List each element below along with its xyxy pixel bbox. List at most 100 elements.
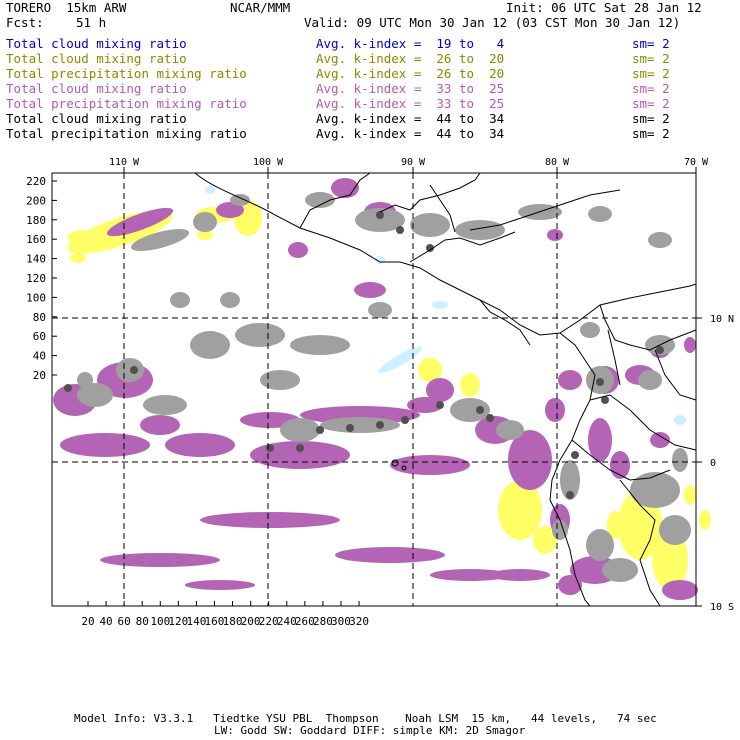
organization: NCAR/MMM	[230, 0, 291, 15]
x-tick-label: 80	[136, 615, 149, 628]
cloud-region-yellow	[197, 230, 213, 240]
x-tick-label: 120	[168, 615, 188, 628]
x-tick-label: 200	[241, 615, 261, 628]
cloud-region-lightblue	[432, 301, 448, 309]
cloud-region-purple	[200, 512, 340, 528]
cloud-region-purple	[216, 202, 244, 218]
cloud-region-purple	[558, 370, 582, 390]
valid-time: Valid: 09 UTC Mon 30 Jan 12 (03 CST Mon …	[304, 15, 681, 30]
coastline	[607, 329, 621, 386]
y-tick-label: 60	[33, 330, 46, 343]
cloud-region-dark	[426, 244, 434, 252]
cloud-region-purple	[288, 242, 308, 258]
y-tick-label: 20	[33, 369, 46, 382]
x-tick-label: 240	[277, 615, 297, 628]
cloud-region-yellow	[460, 373, 480, 397]
cloud-region-gray	[368, 302, 392, 318]
x-tick-label: 60	[118, 615, 131, 628]
legend-sm-0: sm= 2	[632, 36, 670, 51]
coastline	[599, 304, 697, 351]
cloud-region-dark	[396, 226, 404, 234]
legend-kindex-5: Avg. k-index = 44 to 34	[316, 111, 505, 126]
cloud-region-dark	[656, 346, 664, 354]
x-tick-label: 220	[259, 615, 279, 628]
cloud-region-gray	[450, 398, 490, 422]
forecast-hour: 51 h	[76, 15, 107, 30]
x-tick-label: 160	[205, 615, 225, 628]
cloud-region-gray	[280, 418, 320, 442]
legend-sm-3: sm= 2	[632, 81, 670, 96]
cloud-region-gray	[230, 194, 250, 206]
cloud-region-gray	[586, 529, 614, 561]
coastline	[589, 394, 697, 451]
lat-label: 0	[710, 458, 716, 469]
cloud-region-dark	[601, 396, 609, 404]
cloud-region-dark	[316, 426, 324, 434]
cloud-region-gray	[235, 323, 285, 347]
cloud-region-gray	[170, 292, 190, 308]
coastline	[429, 184, 456, 233]
cloud-region-gray	[130, 229, 190, 251]
lon-label: 90 W	[401, 157, 426, 168]
x-tick-label: 280	[313, 615, 333, 628]
cloud-region-purple	[354, 282, 386, 298]
y-tick-label: 220	[26, 175, 46, 188]
cloud-region-gray	[77, 372, 93, 388]
y-tick-label: 100	[26, 291, 46, 304]
legend-kindex-4: Avg. k-index = 33 to 25	[316, 96, 505, 111]
coastline	[479, 299, 531, 346]
y-tick-label: 120	[26, 272, 46, 285]
y-tick-label: 200	[26, 194, 46, 207]
cloud-region-gray	[580, 322, 600, 338]
cloud-region-yellow	[684, 485, 696, 505]
cloud-region-purple	[588, 418, 612, 462]
cloud-region-purple	[300, 406, 420, 424]
legend-field-5: Total cloud mixing ratio	[6, 111, 187, 126]
model-title: TORERO 15km ARW	[6, 0, 127, 15]
lon-label: 100 W	[253, 157, 284, 168]
cloud-region-gray	[320, 417, 400, 433]
cloud-region-gray	[220, 292, 240, 308]
coastline	[194, 172, 697, 336]
cloud-region-gray	[588, 206, 612, 222]
cloud-region-lightblue	[674, 415, 686, 425]
y-tick-label: 140	[26, 253, 46, 266]
legend-sm-6: sm= 2	[632, 126, 670, 141]
cloud-region-gray	[290, 335, 350, 355]
cloud-region-gray	[496, 420, 524, 440]
coastline	[619, 479, 661, 607]
y-tick-label: 40	[33, 350, 46, 363]
cloud-region-yellow	[652, 530, 688, 590]
physics-info: LW: Godd SW: Goddard DIFF: simple KM: 2D…	[214, 724, 526, 737]
cloud-region-purple	[335, 547, 445, 563]
cloud-region-dark	[401, 416, 409, 424]
cloud-region-gray	[659, 515, 691, 545]
y-tick-label: 160	[26, 233, 46, 246]
lon-label: 70 W	[684, 157, 709, 168]
model-info: Model Info: V3.3.1 Tiedtke YSU PBL Thomp…	[74, 712, 657, 725]
coastline	[654, 349, 697, 401]
coastline	[469, 189, 621, 231]
cloud-region-gray	[455, 220, 505, 240]
legend-kindex-2: Avg. k-index = 26 to 20	[316, 66, 505, 81]
cloud-region-dark	[596, 378, 604, 386]
map-frame	[51, 172, 697, 607]
cloud-region-purple	[684, 337, 696, 353]
coastline	[409, 231, 516, 263]
x-tick-label: 20	[81, 615, 94, 628]
cloud-region-dark	[376, 211, 384, 219]
cloud-region-purple	[650, 432, 670, 448]
legend-kindex-0: Avg. k-index = 19 to 4	[316, 36, 505, 51]
coastline	[549, 332, 596, 607]
cloud-region-yellow	[70, 253, 86, 263]
legend-kindex-3: Avg. k-index = 33 to 25	[316, 81, 505, 96]
cloud-region-purple	[407, 397, 443, 413]
legend-field-3: Total cloud mixing ratio	[6, 81, 187, 96]
x-tick-label: 320	[349, 615, 369, 628]
cloud-region-dark	[296, 444, 304, 452]
cloud-region-dark	[566, 491, 574, 499]
y-tick-label: 180	[26, 214, 46, 227]
cloud-region-gray	[305, 192, 335, 208]
cloud-region-gray	[260, 370, 300, 390]
cloud-region-dark	[346, 424, 354, 432]
